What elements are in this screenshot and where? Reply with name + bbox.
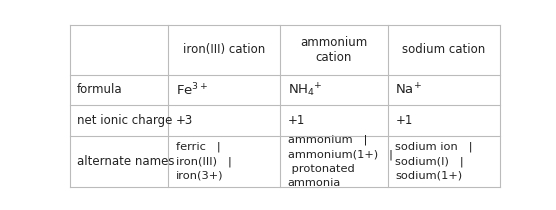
Text: +1: +1 [395,114,413,127]
Text: NH$_4$$^{+}$: NH$_4$$^{+}$ [287,81,322,98]
Text: sodium cation: sodium cation [403,43,485,56]
Text: ammonium   |
ammonium(1+)   |
 protonated
ammonia: ammonium | ammonium(1+) | protonated amm… [287,135,393,188]
Text: alternate names: alternate names [77,155,175,168]
Text: iron(III) cation: iron(III) cation [182,43,265,56]
Text: Na$^{+}$: Na$^{+}$ [395,82,422,97]
Text: formula: formula [77,83,123,96]
Text: Fe$^{3+}$: Fe$^{3+}$ [176,81,208,98]
Text: ammonium
cation: ammonium cation [300,36,368,64]
Text: ferric   |
iron(III)   |
iron(3+): ferric | iron(III) | iron(3+) [176,142,231,181]
Text: sodium ion   |
sodium(I)   |
sodium(1+): sodium ion | sodium(I) | sodium(1+) [395,142,473,181]
Text: +1: +1 [287,114,305,127]
Text: net ionic charge: net ionic charge [77,114,172,127]
Text: +3: +3 [176,114,193,127]
